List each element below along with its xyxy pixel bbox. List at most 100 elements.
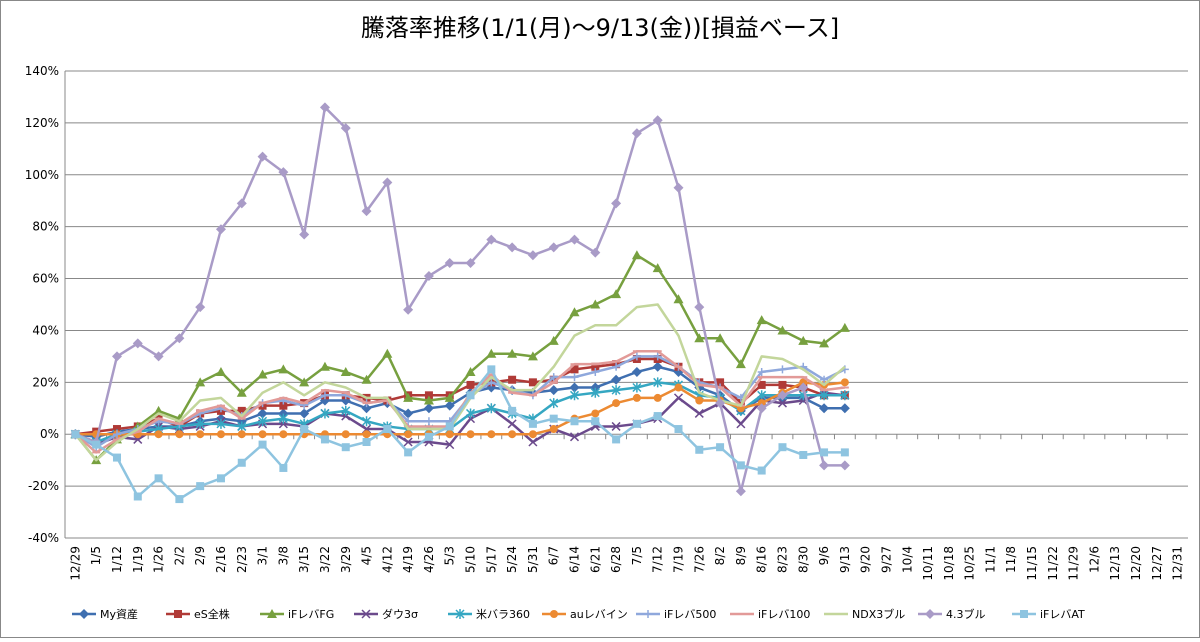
marker [216, 474, 225, 483]
x-tick-label: 7/19 [671, 546, 685, 573]
marker [611, 374, 622, 385]
x-tick-label: 12/20 [1129, 546, 1143, 581]
marker [361, 609, 371, 619]
marker [445, 430, 454, 439]
x-tick-label: 2/9 [193, 546, 207, 565]
marker [735, 486, 746, 497]
marker [590, 247, 601, 258]
marker [652, 263, 663, 273]
marker [92, 440, 101, 449]
marker [466, 391, 475, 400]
marker [71, 430, 80, 439]
marker [569, 234, 580, 245]
legend-label: 4.3ブル [946, 607, 986, 621]
marker [174, 333, 185, 344]
x-tick-label: 5/3 [443, 546, 457, 565]
marker [612, 435, 621, 444]
marker [237, 458, 246, 467]
marker [507, 419, 517, 429]
marker [258, 430, 267, 439]
y-tick-label: 40% [32, 323, 59, 337]
x-tick-label: 3/1 [256, 546, 270, 565]
marker [195, 302, 206, 313]
x-tick-label: 8/16 [755, 546, 769, 573]
marker [112, 425, 121, 434]
x-tick-label: 7/12 [651, 546, 665, 573]
marker [611, 289, 622, 299]
x-tick-label: 6/14 [568, 546, 582, 573]
marker [632, 382, 642, 393]
marker [466, 430, 475, 439]
marker [632, 419, 641, 428]
marker [673, 294, 684, 304]
x-tick-label: 3/8 [276, 546, 290, 565]
marker [424, 417, 433, 426]
marker [778, 443, 787, 452]
marker [673, 182, 684, 193]
x-tick-label: 3/22 [318, 546, 332, 573]
marker [362, 430, 371, 439]
marker [716, 443, 725, 452]
marker [175, 430, 184, 439]
y-tick-label: 20% [32, 375, 59, 389]
series-line [74, 391, 846, 446]
legend-label: iFレバAT [1040, 608, 1085, 621]
marker [299, 408, 310, 419]
marker [590, 299, 601, 309]
x-tick-label: 12/6 [1087, 546, 1101, 573]
marker [320, 408, 330, 419]
marker [591, 417, 600, 426]
marker [632, 352, 641, 361]
legend-label: iFレバ100 [758, 608, 810, 621]
marker [403, 437, 413, 447]
y-tick-label: 60% [32, 272, 59, 286]
marker [508, 375, 517, 384]
marker [362, 416, 372, 427]
x-tick-label: 4/26 [422, 546, 436, 573]
x-tick-label: 12/13 [1108, 546, 1122, 581]
marker [591, 362, 600, 371]
x-tick-label: 11/29 [1067, 546, 1081, 581]
x-tick-label: 12/27 [1150, 546, 1164, 581]
marker [278, 364, 289, 374]
marker [403, 392, 414, 402]
legend-label: eS全株 [194, 607, 230, 621]
x-tick-label: 2/23 [235, 546, 249, 573]
legend-label: iFレバ500 [664, 608, 716, 621]
marker [444, 257, 455, 268]
marker [694, 333, 705, 343]
legend-label: NDX3ブル [852, 607, 905, 621]
x-tick-label: 6/28 [609, 546, 623, 573]
marker [216, 418, 226, 429]
marker [341, 405, 351, 416]
x-tick-label: 4/12 [380, 546, 394, 573]
marker [487, 378, 496, 387]
x-tick-label: 5/10 [464, 546, 478, 573]
marker [777, 390, 788, 401]
marker [569, 307, 580, 317]
x-tick-label: 1/19 [131, 546, 145, 573]
y-tick-label: 80% [32, 220, 59, 234]
marker [195, 377, 206, 387]
marker [195, 418, 205, 429]
legend-label: auレバイン [570, 608, 628, 621]
marker [382, 177, 393, 188]
x-tick-label: 2/2 [172, 546, 186, 565]
x-tick-label: 10/4 [900, 546, 914, 573]
marker [653, 393, 662, 402]
marker [319, 361, 330, 371]
marker [362, 438, 371, 447]
marker [716, 378, 725, 387]
marker [465, 366, 476, 376]
marker [196, 482, 205, 491]
marker [694, 408, 704, 418]
marker [215, 224, 226, 235]
marker [735, 359, 746, 369]
marker [631, 128, 642, 139]
x-tick-label: 9/6 [817, 546, 831, 565]
x-tick-label: 5/17 [484, 546, 498, 573]
marker [257, 151, 268, 162]
x-tick-label: 11/8 [1004, 546, 1018, 573]
marker [715, 398, 726, 409]
marker [361, 374, 372, 384]
